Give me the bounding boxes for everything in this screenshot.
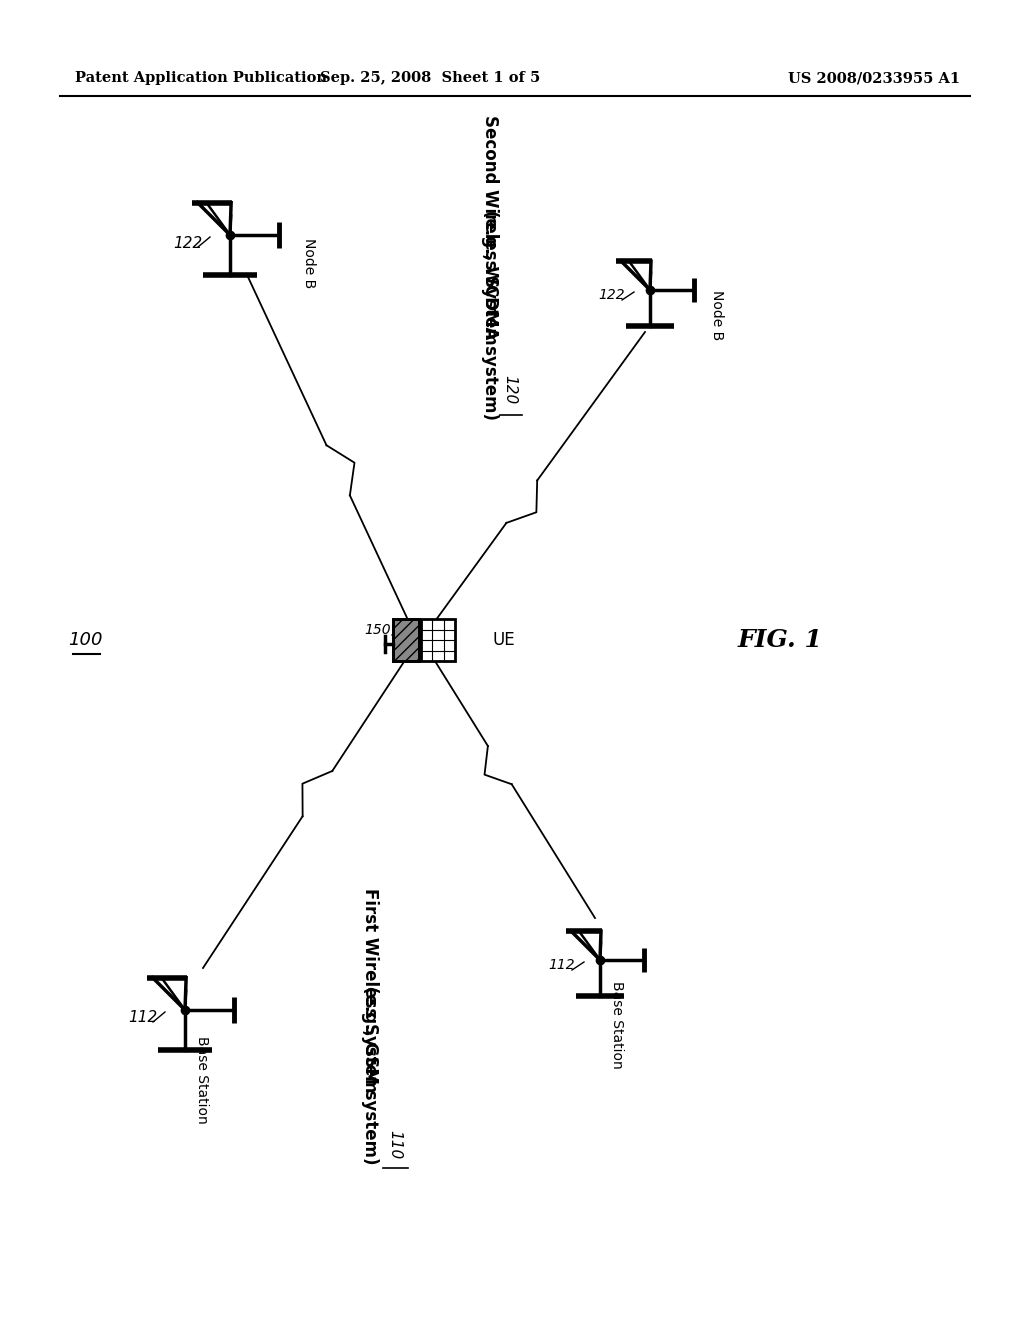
Text: Node B: Node B (710, 290, 724, 341)
Text: 112: 112 (128, 1011, 158, 1026)
Text: 150: 150 (365, 623, 391, 638)
Text: Sep. 25, 2008  Sheet 1 of 5: Sep. 25, 2008 Sheet 1 of 5 (319, 71, 540, 84)
Text: Base Station: Base Station (195, 1036, 209, 1123)
Text: 120: 120 (503, 375, 517, 405)
Text: (e.g., GSM system): (e.g., GSM system) (361, 986, 379, 1164)
Text: 110: 110 (387, 1130, 402, 1160)
Text: 100: 100 (68, 631, 102, 649)
Bar (393, 619, 419, 661)
Text: US 2008/0233955 A1: US 2008/0233955 A1 (787, 71, 961, 84)
Bar (393, 619, 419, 661)
Text: Base Station: Base Station (610, 981, 624, 1069)
Bar (421, 619, 455, 661)
Text: Node B: Node B (302, 238, 316, 288)
Text: First Wireless System: First Wireless System (361, 888, 379, 1092)
Text: UE: UE (492, 631, 515, 649)
Text: FIG. 1: FIG. 1 (737, 628, 822, 652)
Text: Patent Application Publication: Patent Application Publication (75, 71, 327, 84)
Text: 122: 122 (599, 288, 626, 302)
Text: 112: 112 (549, 958, 575, 972)
Text: 122: 122 (173, 235, 203, 251)
Text: Second Wireless System: Second Wireless System (481, 115, 499, 345)
Text: (e.g., WCDMA system): (e.g., WCDMA system) (481, 210, 499, 420)
